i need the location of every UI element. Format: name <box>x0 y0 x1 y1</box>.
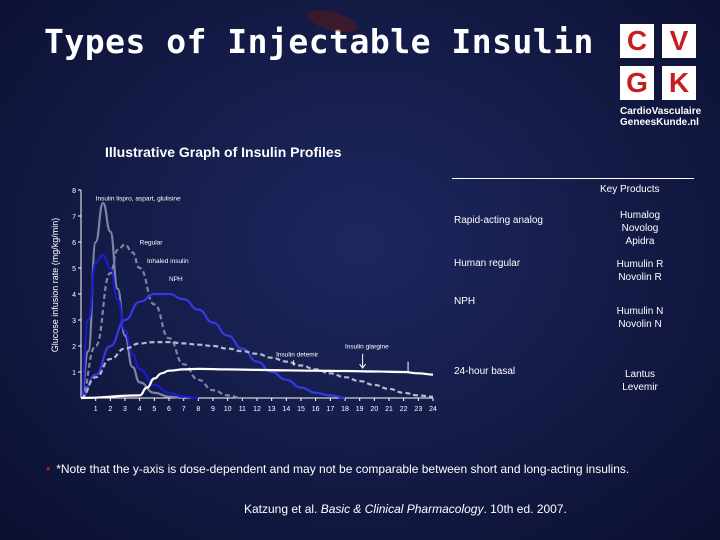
x-tick-label: 24 <box>429 406 437 413</box>
citation-authors: Katzung et al. <box>244 502 321 516</box>
kp-category-basal: 24-hour basal <box>454 366 516 377</box>
x-tick-label: 17 <box>326 406 334 413</box>
kp-product: Novolin N <box>618 319 662 330</box>
x-tick-label: 20 <box>370 406 378 413</box>
kp-product: Humulin N <box>616 306 664 317</box>
chart-annotations: Insulin lispro, aspart, glulisine Regular… <box>96 195 409 372</box>
x-tick-label: 18 <box>341 406 349 413</box>
annotation-arrowhead <box>359 363 366 369</box>
series-annotation: Insulin detemir <box>276 351 319 358</box>
chart-title: Illustrative Graph of Insulin Profiles <box>105 144 342 160</box>
x-tick-label: 7 <box>182 406 186 413</box>
logo-letter-v: V <box>662 24 696 58</box>
x-tick-label: 8 <box>196 406 200 413</box>
x-tick-label: 3 <box>123 406 127 413</box>
chart-series <box>79 201 434 400</box>
kp-product: Lantus <box>624 369 656 380</box>
footnote: • *Note that the y-axis is dose-dependent… <box>46 462 629 476</box>
x-tick-label: 22 <box>400 406 408 413</box>
kp-product: Humulin R <box>616 259 664 270</box>
series-line-2 <box>79 243 243 400</box>
key-products-header: Key Products <box>600 184 660 195</box>
x-tick-label: 1 <box>94 406 98 413</box>
series-line-4 <box>80 341 434 400</box>
citation-title: Basic & Clinical Pharmacology <box>320 502 484 516</box>
key-products-divider <box>452 178 694 179</box>
kp-product: Novolin R <box>618 272 662 283</box>
x-tick-label: 23 <box>414 406 422 413</box>
series-line-5 <box>80 367 434 400</box>
x-tick-label: 13 <box>268 406 276 413</box>
kp-products-rapid: Humalog Novolog Apidra <box>590 209 690 248</box>
decorative-swoosh <box>306 10 358 32</box>
x-tick-label: 6 <box>167 406 171 413</box>
bullet-icon: • <box>46 462 51 476</box>
kp-product: Novolog <box>621 223 659 234</box>
x-tick-label: 14 <box>282 406 290 413</box>
y-tick-label: 8 <box>72 188 76 195</box>
kp-products-basal: Lantus Levemir <box>590 368 690 394</box>
y-tick-label: 5 <box>72 266 76 273</box>
kp-products-nph: Humulin N Novolin N <box>590 305 690 331</box>
y-tick-label: 3 <box>72 318 76 325</box>
x-tick-label: 2 <box>108 406 112 413</box>
x-tick-label: 19 <box>356 406 364 413</box>
logo-text-line1: CardioVasculaire <box>620 106 702 117</box>
x-tick-label: 5 <box>152 406 156 413</box>
x-tick-label: 4 <box>138 406 142 413</box>
kp-product: Levemir <box>622 382 658 393</box>
logo-letter-g: G <box>620 66 654 100</box>
series-line-1 <box>79 253 199 400</box>
y-tick-label: 1 <box>72 370 76 377</box>
x-tick-label: 9 <box>211 406 215 413</box>
y-tick-label: 7 <box>72 214 76 221</box>
series-annotation: NPH <box>169 276 183 283</box>
y-tick-label: 4 <box>72 292 76 299</box>
cvgk-logo: C V G K CardioVasculaire GeneesKunde.nl <box>620 24 702 128</box>
kp-products-regular: Humulin R Novolin R <box>590 258 690 284</box>
kp-category-nph: NPH <box>454 296 476 307</box>
kp-product: Humalog <box>619 210 661 221</box>
x-tick-label: 21 <box>385 406 393 413</box>
x-tick-label: 10 <box>224 406 232 413</box>
x-tick-label: 12 <box>253 406 261 413</box>
kp-category-rapid: Rapid-acting analog <box>454 215 543 226</box>
series-annotation: Inhaled insulin <box>147 258 189 265</box>
citation-edition: . 10th ed. 2007. <box>483 502 567 516</box>
y-axis-label: Glucose infusion rate (mg/kg/min) <box>50 218 60 353</box>
slide-title: Types of Injectable Insulin <box>44 22 594 61</box>
kp-category-regular: Human regular <box>454 258 521 269</box>
series-annotation: Insulin glargine <box>345 344 389 351</box>
series-line-0 <box>79 201 184 400</box>
kp-product: Apidra <box>625 236 655 247</box>
logo-text-line2: GeneesKunde.nl <box>620 117 699 128</box>
logo-letter-k: K <box>662 66 696 100</box>
x-tick-label: 15 <box>297 406 305 413</box>
y-tick-label: 6 <box>72 240 76 247</box>
y-tick-label: 2 <box>72 344 76 351</box>
x-tick-label: 11 <box>239 406 246 413</box>
citation: Katzung et al. Basic & Clinical Pharmaco… <box>244 502 567 516</box>
series-annotation: Regular <box>140 240 164 247</box>
x-tick-label: 16 <box>312 406 320 413</box>
series-line-3 <box>80 292 346 400</box>
series-annotation: Insulin lispro, aspart, glulisine <box>96 195 181 202</box>
footnote-text: *Note that the y-axis is dose-dependent … <box>56 462 630 476</box>
logo-letter-c: C <box>620 24 654 58</box>
